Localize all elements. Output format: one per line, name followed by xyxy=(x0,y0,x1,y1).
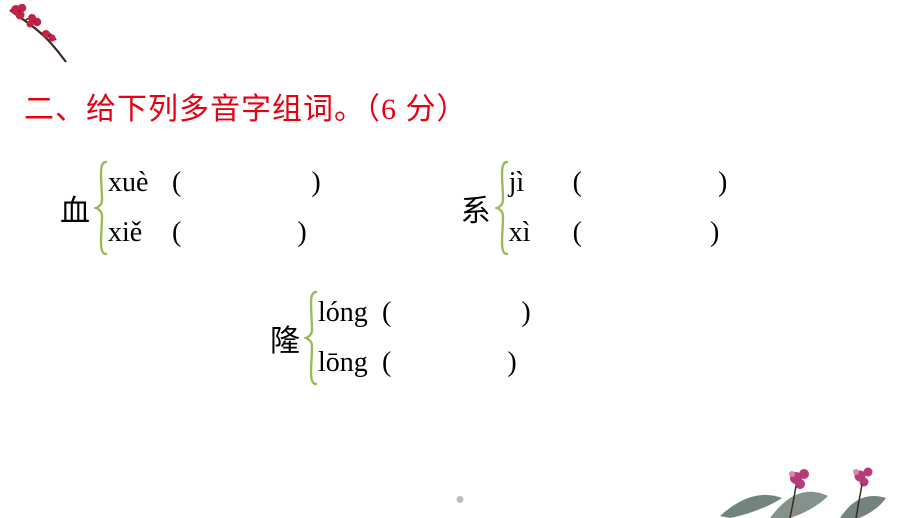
pinyin: lōng xyxy=(318,347,382,379)
char-group-xi: 系 jì ( ) xì ( ) xyxy=(461,160,728,256)
pinyin: lóng xyxy=(318,297,382,329)
pinyin: xuè xyxy=(108,167,172,199)
reading-line: xuè ( ) xyxy=(108,167,321,199)
close-paren: ) xyxy=(507,347,516,379)
char-group-xue: 血 xuè ( ) xiě ( ) xyxy=(60,160,321,256)
brace-icon xyxy=(304,290,318,386)
close-paren: ) xyxy=(718,167,727,199)
exercise-body: 血 xuè ( ) xiě ( ) 系 xyxy=(60,160,880,386)
brace-icon xyxy=(495,160,509,256)
title-text: 二、给下列多音字组词。（6 分） xyxy=(24,93,468,126)
close-paren: ) xyxy=(311,167,320,199)
close-paren: ) xyxy=(710,217,719,249)
reading-line: lóng ( ) xyxy=(318,297,531,329)
reading-line: xì ( ) xyxy=(509,217,728,249)
section-title: 二、给下列多音字组词。（6 分） xyxy=(24,84,468,128)
open-paren: ( xyxy=(172,167,181,199)
close-paren: ) xyxy=(297,217,306,249)
reading-line: lōng ( ) xyxy=(318,347,531,379)
close-paren: ) xyxy=(521,297,530,329)
char-group-long: 隆 lóng ( ) lōng ( ) xyxy=(270,290,531,386)
ink-wash-flowers-icon xyxy=(710,428,920,518)
plum-blossom-icon xyxy=(6,4,78,66)
open-paren: ( xyxy=(172,217,181,249)
open-paren: ( xyxy=(382,297,391,329)
pinyin: xì xyxy=(509,217,573,249)
open-paren: ( xyxy=(382,347,391,379)
pinyin: xiě xyxy=(108,217,172,249)
hanzi: 系 xyxy=(461,186,491,230)
hanzi: 血 xyxy=(60,186,90,230)
hanzi: 隆 xyxy=(270,316,300,360)
page-indicator-dot xyxy=(457,496,464,503)
open-paren: ( xyxy=(573,167,582,199)
open-paren: ( xyxy=(573,217,582,249)
pinyin: jì xyxy=(509,167,573,199)
reading-line: jì ( ) xyxy=(509,167,728,199)
reading-line: xiě ( ) xyxy=(108,217,321,249)
brace-icon xyxy=(94,160,108,256)
